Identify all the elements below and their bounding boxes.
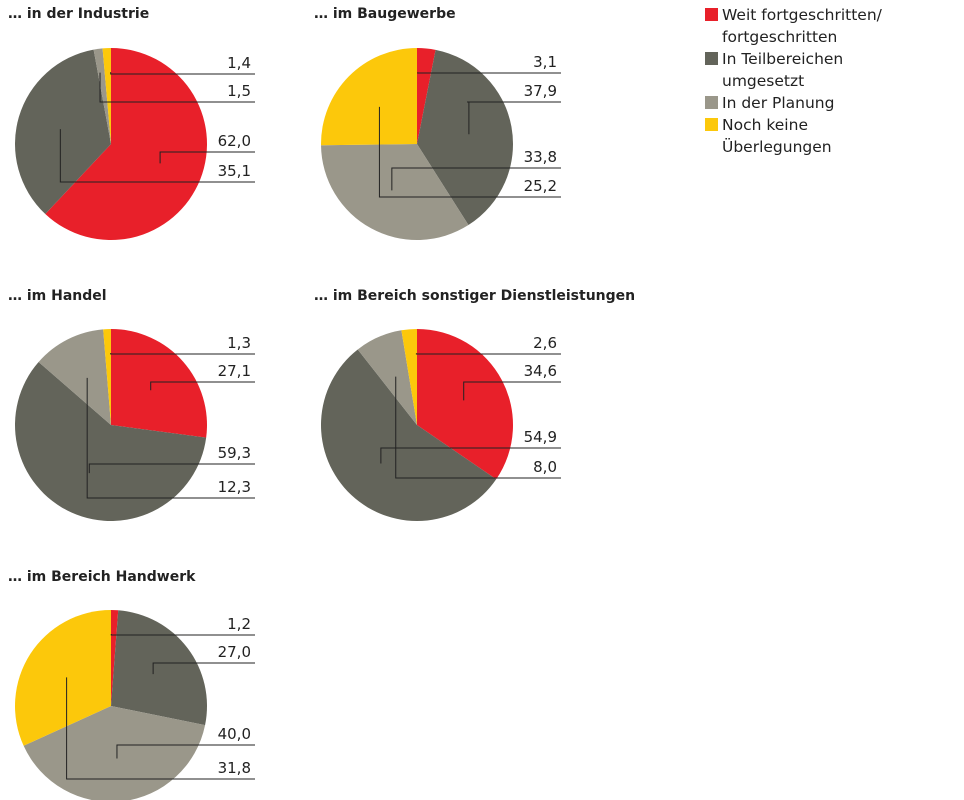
pie-slice	[15, 610, 111, 746]
pie-slice	[111, 610, 119, 706]
pie-slice	[417, 49, 513, 226]
legend-swatch	[705, 96, 718, 109]
legend-swatch	[705, 8, 718, 21]
value-label: 1,2	[227, 615, 251, 633]
value-label: 40,0	[218, 725, 251, 743]
pie-slice	[23, 706, 206, 800]
legend-label: In Teilbereichen umgesetzt	[722, 50, 844, 90]
value-label: 1,4	[227, 54, 251, 72]
value-label: 62,0	[218, 132, 251, 150]
value-label: 8,0	[533, 458, 557, 476]
value-label: 1,3	[227, 334, 251, 352]
value-label: 1,5	[227, 82, 251, 100]
legend-label: Noch keine Überlegungen	[722, 116, 832, 156]
pie-slice	[111, 610, 207, 726]
legend-item: In der Planung	[705, 92, 955, 114]
pie-slice	[103, 329, 111, 425]
pie-slice	[320, 48, 417, 146]
legend-label: In der Planung	[722, 94, 835, 112]
value-label: 34,6	[524, 362, 557, 380]
pie-slice	[93, 48, 111, 145]
pie-slice	[417, 328, 513, 480]
legend-item: Weit fortgeschritten/ fortgeschritten	[705, 4, 955, 48]
legend-label: Weit fortgeschritten/ fortgeschritten	[722, 6, 882, 46]
value-label: 2,6	[533, 334, 557, 352]
value-label: 27,0	[218, 643, 251, 661]
chart-title: … in der Industrie	[8, 6, 149, 22]
chart-title: … im Handel	[8, 288, 107, 304]
pie-slice	[417, 48, 436, 144]
chart-title: … im Bereich sonstiger Dienstleistungen	[314, 288, 635, 304]
value-label: 3,1	[533, 53, 557, 71]
legend-item: In Teilbereichen umgesetzt	[705, 48, 955, 92]
value-label: 59,3	[218, 444, 251, 462]
chart-title: … im Baugewerbe	[314, 6, 456, 22]
legend-swatch	[705, 52, 718, 65]
pie-slice	[102, 48, 111, 144]
legend-swatch	[705, 118, 718, 131]
value-label: 12,3	[218, 478, 251, 496]
pie-slice	[357, 330, 417, 425]
value-label: 54,9	[524, 428, 557, 446]
value-label: 37,9	[524, 82, 557, 100]
pie-slice	[401, 329, 417, 425]
value-label: 33,8	[524, 148, 557, 166]
pie-slice	[15, 49, 112, 214]
legend: Weit fortgeschritten/ fortgeschritten In …	[705, 4, 955, 158]
pie-slice	[38, 329, 111, 425]
value-label: 31,8	[218, 759, 251, 777]
pie-slice	[45, 48, 208, 241]
value-label: 25,2	[524, 177, 557, 195]
pie-slice	[15, 361, 207, 521]
pie-slice	[111, 329, 208, 438]
value-label: 35,1	[218, 162, 251, 180]
value-label: 27,1	[218, 362, 251, 380]
legend-item: Noch keine Überlegungen	[705, 114, 955, 158]
chart-title: … im Bereich Handwerk	[8, 569, 196, 585]
